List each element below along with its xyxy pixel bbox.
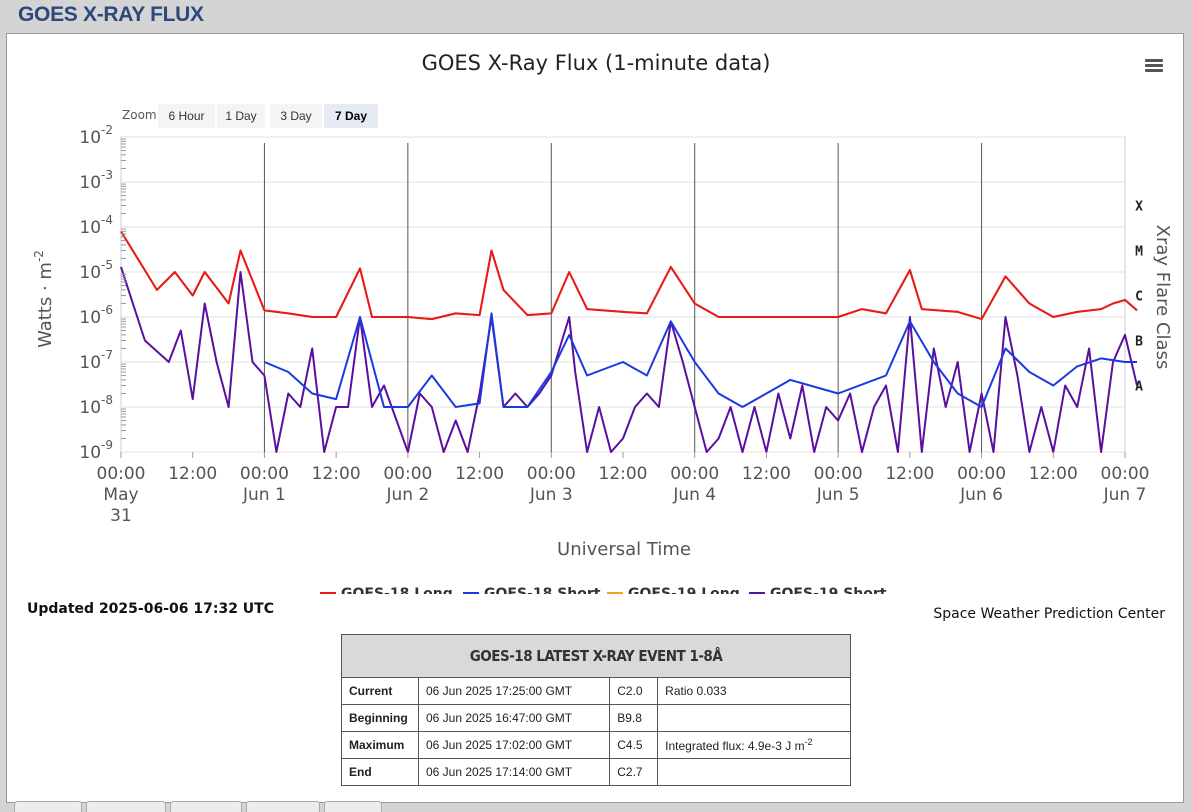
hamburger-menu-icon[interactable]	[1145, 59, 1163, 73]
x-tick-label: 12:00	[455, 464, 504, 484]
event-class: C2.7	[609, 758, 659, 786]
flare-class-label: X	[1135, 200, 1143, 215]
x-date-label: Jun 1	[242, 485, 286, 505]
row-label: End	[341, 758, 419, 786]
x-date-label: Jun 7	[1103, 485, 1147, 505]
event-class: C2.0	[609, 677, 659, 705]
x-date-label: 31	[110, 506, 132, 526]
event-extra: Integrated flux: 4.9e-3 J m-2	[657, 731, 851, 759]
table-row: Current 06 Jun 2025 17:25:00 GMT C2.0 Ra…	[341, 677, 851, 705]
y-axis-title: Watts · m-2	[32, 250, 56, 348]
bottom-tab[interactable]	[324, 801, 382, 812]
x-axis-title: Universal Time	[557, 539, 691, 560]
event-class: C4.5	[609, 731, 659, 759]
legend-label: GOES-19 Short	[770, 586, 887, 594]
x-tick-label: 00:00	[814, 464, 863, 484]
x-date-label: Jun 3	[529, 485, 573, 505]
y-tick-label: 10-7	[79, 348, 113, 373]
zoom-6-hour-button[interactable]: 6 Hour	[158, 104, 215, 128]
legend-label: GOES-19 Long	[628, 586, 740, 594]
event-time: 06 Jun 2025 16:47:00 GMT	[417, 704, 611, 732]
x-tick-label: 00:00	[527, 464, 576, 484]
flare-class-label: C	[1135, 290, 1143, 305]
x-tick-label: 00:00	[670, 464, 719, 484]
row-label: Beginning	[341, 704, 419, 732]
bottom-tab[interactable]	[170, 801, 242, 812]
event-time: 06 Jun 2025 17:14:00 GMT	[417, 758, 611, 786]
legend-label: GOES-18 Long	[341, 586, 453, 594]
x-date-label: Jun 4	[672, 485, 716, 505]
x-date-label: May	[103, 485, 138, 505]
plot-area	[120, 136, 1126, 453]
y-tick-label: 10-9	[79, 438, 113, 463]
event-class: B9.8	[609, 704, 659, 732]
zoom-1-day-button[interactable]: 1 Day	[217, 104, 265, 128]
series-line-goes-18-short	[264, 312, 1137, 408]
axis-layer: 10-210-310-410-510-610-710-810-900:00May…	[79, 123, 1149, 526]
page-title: GOES X-RAY FLUX	[18, 3, 204, 26]
zoom-3-day-button[interactable]: 3 Day	[270, 104, 322, 128]
series-layer	[120, 230, 1138, 453]
event-extra	[657, 704, 851, 732]
series-line-goes-19-short	[120, 266, 1138, 453]
x-date-label: Jun 2	[385, 485, 429, 505]
event-extra	[657, 758, 851, 786]
latest-xray-event-table: GOES-18 LATEST X-RAY EVENT 1-8Å Current …	[341, 634, 851, 786]
event-time: 06 Jun 2025 17:02:00 GMT	[417, 731, 611, 759]
x-tick-label: 12:00	[1029, 464, 1078, 484]
event-time: 06 Jun 2025 17:25:00 GMT	[417, 677, 611, 705]
flare-class-axis-title: Xray Flare Class	[1152, 225, 1173, 370]
flare-class-label: A	[1135, 380, 1143, 395]
updated-timestamp: Updated 2025-06-06 17:32 UTC	[27, 601, 274, 617]
zoom-7-day-button[interactable]: 7 Day	[324, 104, 378, 128]
bottom-tab[interactable]	[246, 801, 320, 812]
bottom-tab[interactable]	[86, 801, 166, 812]
x-date-label: Jun 6	[959, 485, 1003, 505]
row-label: Current	[341, 677, 419, 705]
grid-layer	[120, 136, 1126, 453]
y-tick-label: 10-8	[79, 393, 113, 418]
x-tick-label: 12:00	[312, 464, 361, 484]
x-tick-label: 00:00	[240, 464, 289, 484]
x-tick-label: 12:00	[599, 464, 648, 484]
x-tick-label: 12:00	[168, 464, 217, 484]
y-tick-label: 10-3	[79, 168, 113, 193]
zoom-label: Zoom	[122, 108, 157, 122]
x-tick-label: 00:00	[957, 464, 1006, 484]
chart-legend: GOES-18 Long GOES-18 Short GOES-19 Long GOE…	[320, 586, 887, 594]
bottom-tab[interactable]	[14, 801, 82, 812]
legend-label: GOES-18 Short	[484, 586, 601, 594]
x-tick-label: 12:00	[742, 464, 791, 484]
x-tick-label: 00:00	[97, 464, 146, 484]
event-extra: Ratio 0.033	[657, 677, 851, 705]
chart-title: GOES X-Ray Flux (1-minute data)	[421, 51, 771, 75]
table-row: End 06 Jun 2025 17:14:00 GMT C2.7	[341, 758, 851, 786]
x-date-label: Jun 5	[816, 485, 860, 505]
chart-panel: 10-2 10-3 10-4 10-5 10-6 10-7 10-8 10-9 00:00 May…	[6, 33, 1184, 803]
series-line-goes-18-long	[120, 230, 1138, 321]
credit-text: Space Weather Prediction Center	[933, 606, 1165, 622]
xray-flux-chart: 10-210-310-410-510-610-710-810-900:00May…	[32, 123, 1173, 594]
event-table-heading: GOES-18 LATEST X-RAY EVENT 1-8Å	[341, 634, 851, 678]
y-tick-label: 10-6	[79, 303, 113, 328]
row-label: Maximum	[341, 731, 419, 759]
y-tick-label: 10-5	[79, 258, 113, 283]
y-tick-label: 10-2	[79, 123, 113, 148]
table-row: Beginning 06 Jun 2025 16:47:00 GMT B9.8	[341, 704, 851, 732]
flare-class-label: B	[1135, 335, 1143, 350]
x-tick-label: 00:00	[383, 464, 432, 484]
x-tick-label: 00:00	[1101, 464, 1150, 484]
x-tick-label: 12:00	[885, 464, 934, 484]
table-row: Maximum 06 Jun 2025 17:02:00 GMT C4.5 In…	[341, 731, 851, 759]
y-tick-label: 10-4	[79, 213, 113, 238]
flare-class-label: M	[1135, 245, 1143, 260]
